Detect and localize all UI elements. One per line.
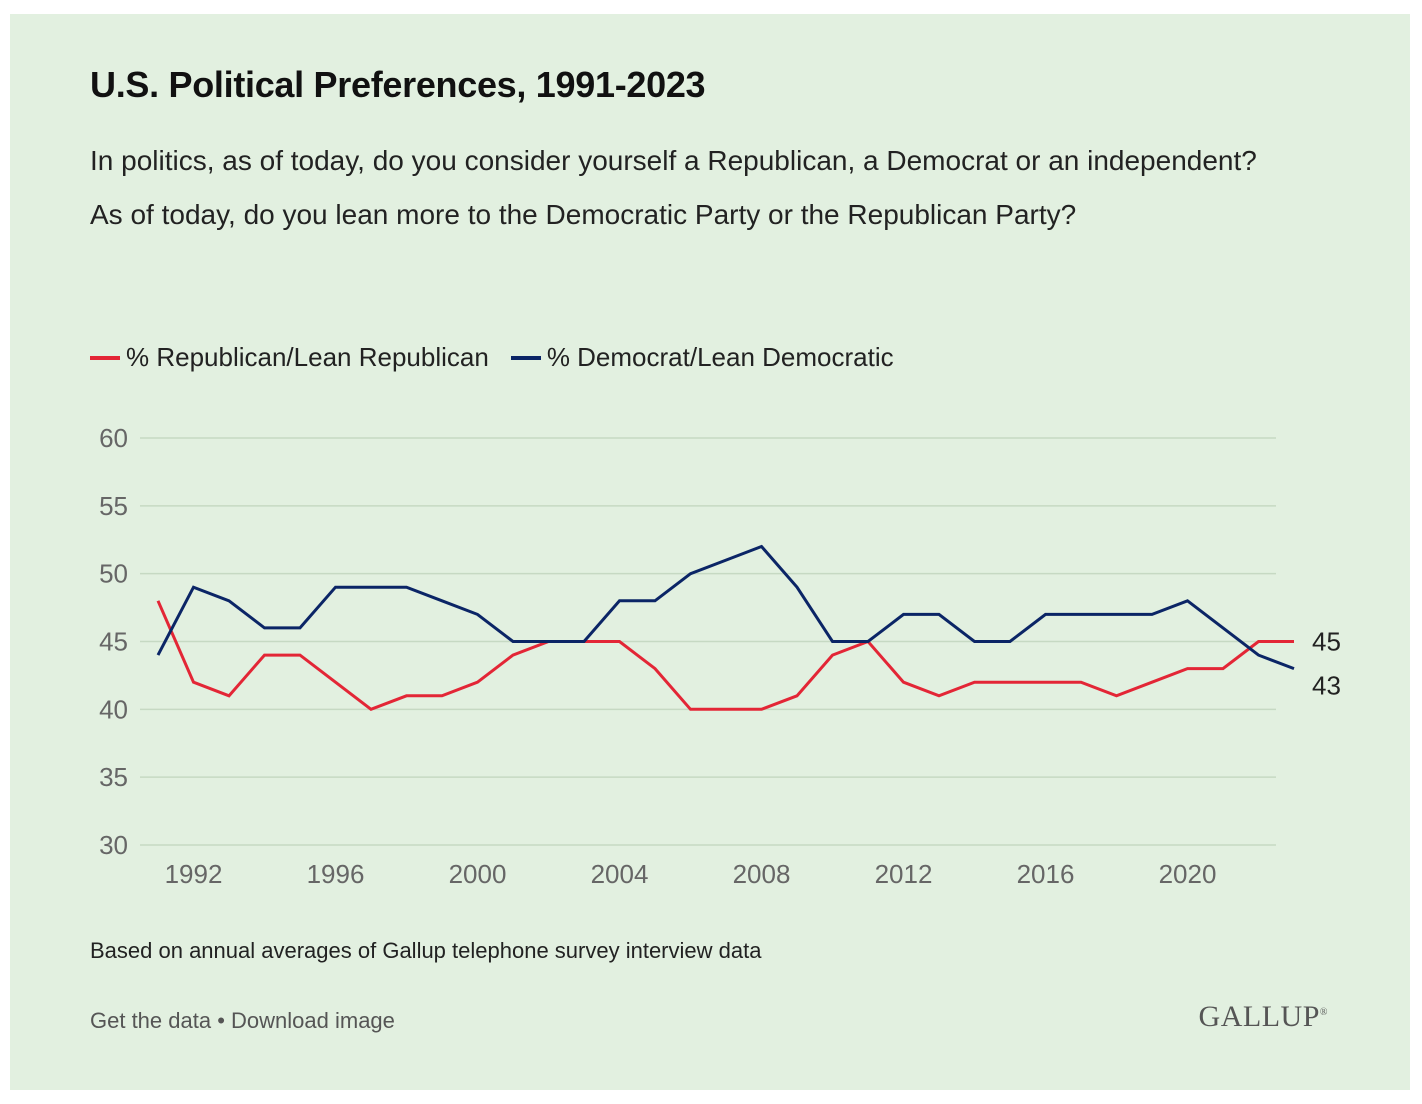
legend-item-democrat: % Democrat/Lean Democratic (510, 342, 894, 373)
get-data-link[interactable]: Get the data (90, 1008, 212, 1033)
chart-card: U.S. Political Preferences, 1991-2023 In… (10, 14, 1410, 1090)
gallup-logo: GALLUP® (1199, 1000, 1328, 1034)
gallup-logo-text: GALLUP (1198, 1000, 1320, 1033)
x-tick-label-1992: 1992 (165, 859, 223, 889)
legend-item-republican: % Republican/Lean Republican (90, 342, 489, 373)
x-tick-label-2016: 2016 (1017, 859, 1075, 889)
question-text-1: In politics, as of today, do you conside… (90, 145, 1257, 176)
chart-title: U.S. Political Preferences, 1991-2023 (90, 64, 706, 105)
chart-legend: % Republican/Lean Republican % Democrat/… (90, 342, 916, 373)
download-image-link[interactable]: Download image (231, 1008, 395, 1033)
y-tick-label-30: 30 (99, 830, 128, 860)
y-tick-label-60: 60 (99, 423, 128, 453)
y-tick-label-55: 55 (99, 491, 128, 521)
end-label-democrat: 43 (1312, 671, 1341, 701)
chart-links: Get the data • Download image (90, 1008, 395, 1034)
legend-swatch-republican (90, 355, 120, 360)
x-tick-label-2012: 2012 (875, 859, 933, 889)
line-chart: 30 35 40 45 50 55 60 1992 1996 2000 2004 2008 2012 20… (99, 423, 1341, 889)
y-tick-label-40: 40 (99, 694, 128, 724)
y-tick-label-45: 45 (99, 627, 128, 657)
x-tick-label-2004: 2004 (591, 859, 649, 889)
series-line-republican (156, 600, 1294, 711)
legend-swatch-democrat (510, 355, 541, 360)
y-tick-label-50: 50 (99, 559, 128, 589)
chart-footnote: Based on annual averages of Gallup telep… (90, 938, 762, 963)
legend-label-democrat: % Democrat/Lean Democratic (546, 342, 894, 372)
x-tick-label-2020: 2020 (1159, 859, 1217, 889)
link-separator: • (211, 1008, 232, 1033)
question-text-2: As of today, do you lean more to the Dem… (90, 199, 1077, 230)
x-tick-label-2008: 2008 (733, 859, 791, 889)
x-tick-label-1996: 1996 (307, 859, 365, 889)
legend-label-republican: % Republican/Lean Republican (126, 342, 489, 372)
x-tick-label-2000: 2000 (449, 859, 507, 889)
chart-subtitle: In politics, as of today, do you conside… (90, 134, 1290, 242)
series-line-democrat (156, 544, 1295, 671)
end-label-republican: 45 (1312, 627, 1341, 657)
y-tick-label-35: 35 (99, 762, 128, 792)
registered-mark: ® (1319, 1007, 1328, 1018)
